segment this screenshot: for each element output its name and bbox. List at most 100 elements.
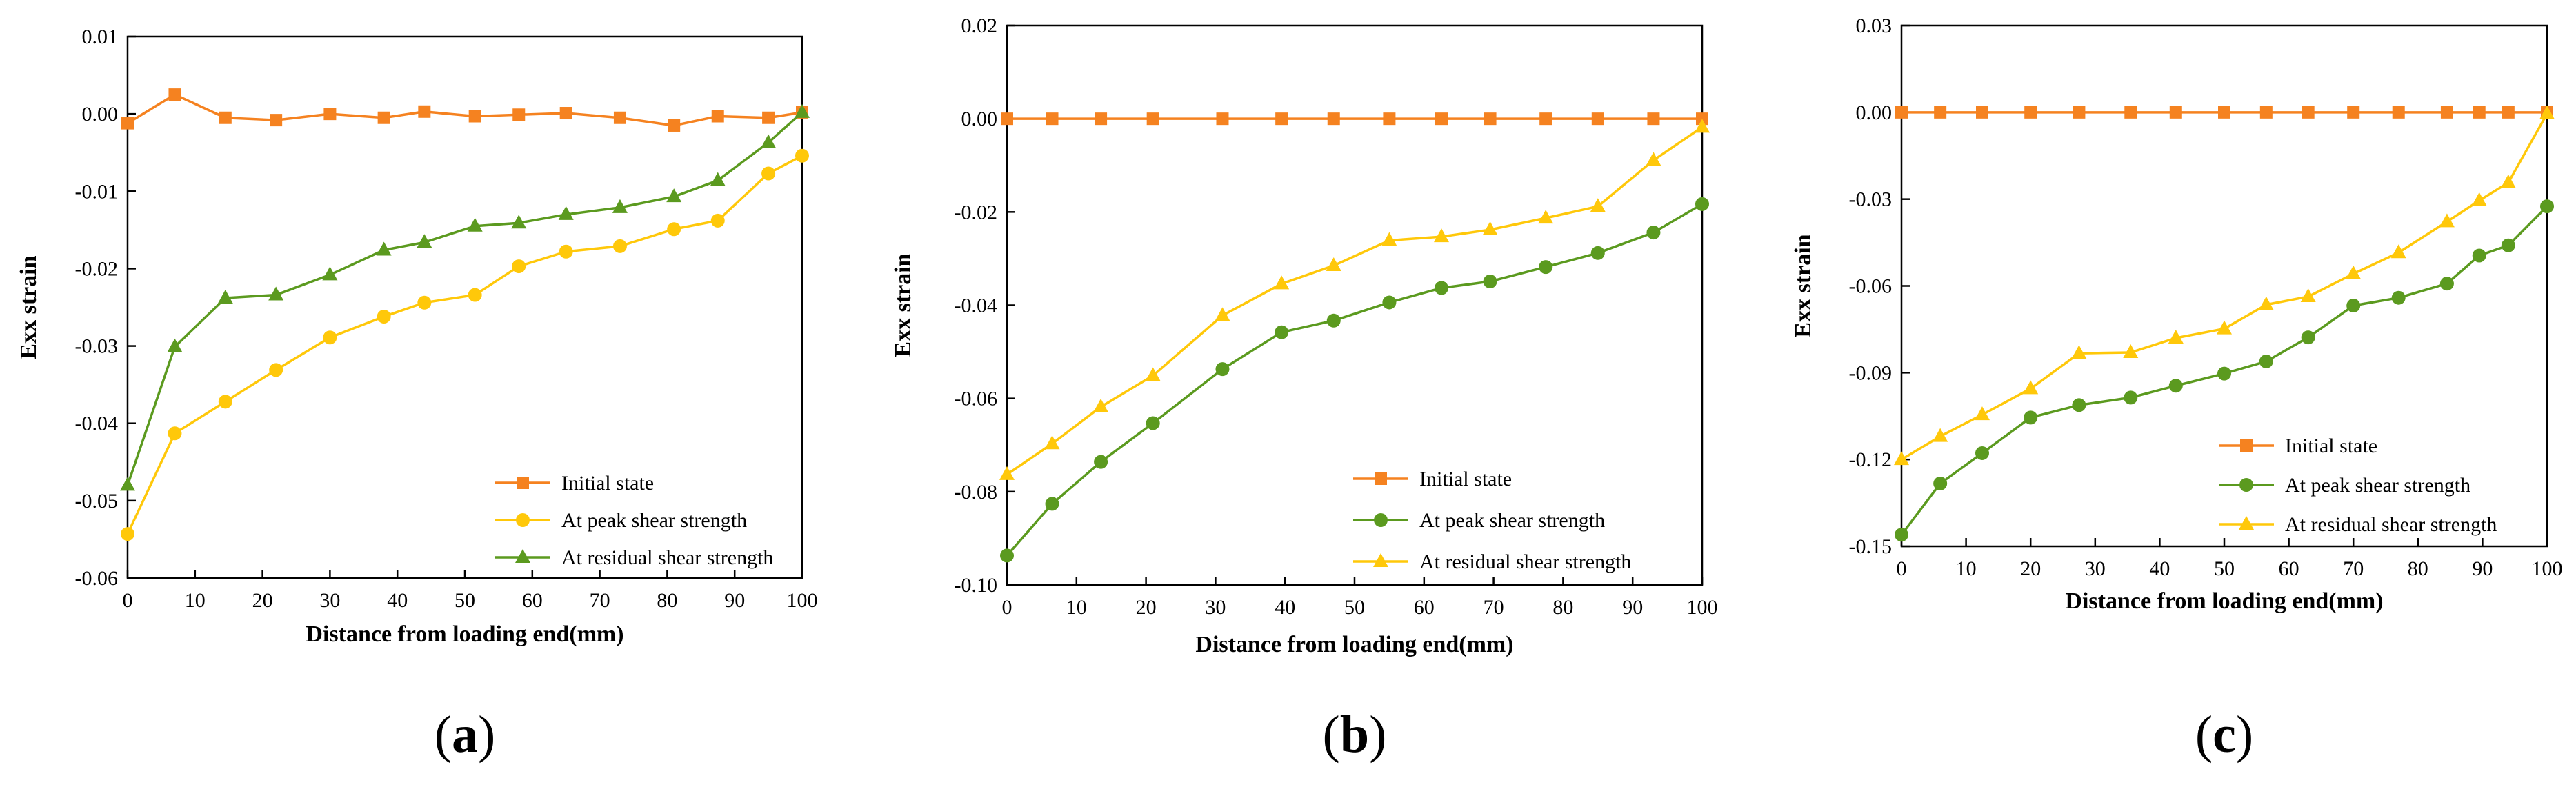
legend-marker	[515, 549, 530, 563]
y-axis-title: Exx strain	[890, 253, 916, 357]
legend-label: At peak shear strength	[561, 509, 747, 532]
data-point	[2440, 106, 2453, 119]
y-tick-label: 0.00	[82, 103, 119, 126]
y-tick-label: 0.00	[1856, 101, 1893, 124]
data-point	[2471, 192, 2487, 206]
x-tick-label: 90	[1622, 596, 1643, 619]
data-point	[322, 266, 338, 281]
y-tick-label: 0.00	[961, 108, 998, 130]
y-tick-label: -0.04	[955, 295, 998, 317]
legend-marker	[516, 513, 530, 527]
y-axis-title: Exx strain	[1790, 234, 1816, 337]
data-point	[1095, 112, 1108, 126]
y-tick-label: -0.15	[1849, 535, 1893, 558]
data-point	[2258, 296, 2274, 310]
legend-label: Initial state	[1419, 468, 1512, 490]
y-tick-label: -0.02	[955, 201, 998, 223]
series-at-peak-shear-strength	[1895, 199, 2554, 542]
data-point	[1484, 112, 1497, 126]
data-point	[2071, 345, 2087, 359]
data-point	[323, 108, 337, 121]
x-tick-label: 10	[185, 589, 206, 612]
series-initial-state	[1895, 106, 2553, 119]
data-point	[1434, 228, 1449, 243]
x-tick-label: 50	[2214, 557, 2235, 580]
y-tick-label: 0.01	[82, 26, 119, 48]
data-point	[2500, 174, 2516, 188]
x-tick-label: 30	[2085, 557, 2106, 580]
data-point	[2259, 106, 2273, 119]
legend-label: Initial state	[2285, 435, 2377, 457]
data-point	[2473, 106, 2486, 119]
data-point	[2301, 330, 2315, 345]
y-tick-label: 0.03	[1856, 14, 1893, 37]
y-tick-label: -0.04	[75, 412, 119, 435]
data-point	[120, 477, 135, 491]
x-tick-label: 100	[787, 589, 818, 612]
data-point	[1696, 112, 1708, 126]
y-tick-label: -0.09	[1849, 361, 1893, 384]
data-point	[1933, 476, 1948, 490]
x-tick-label: 0	[123, 589, 133, 612]
data-point	[1215, 307, 1230, 321]
x-tick-label: 0	[1897, 557, 1907, 580]
data-point	[377, 111, 390, 124]
data-point	[168, 426, 182, 441]
data-point	[1146, 416, 1160, 430]
y-tick-label: -0.06	[1849, 275, 1893, 298]
x-tick-label: 70	[2343, 557, 2364, 580]
y-tick-label: -0.12	[1849, 448, 1893, 471]
data-point	[2439, 277, 2454, 291]
y-tick-label: -0.03	[75, 335, 119, 358]
data-point	[467, 217, 483, 232]
y-tick-label: -0.02	[75, 257, 119, 280]
legend-marker	[1375, 472, 1387, 485]
x-tick-label: 40	[2149, 557, 2170, 580]
data-point	[1934, 106, 1947, 119]
data-point	[795, 103, 810, 118]
series-at-peak-shear-strength	[1000, 197, 1709, 563]
data-point	[559, 244, 573, 259]
legend-marker	[517, 477, 529, 489]
data-point	[2501, 238, 2515, 252]
data-point	[417, 295, 432, 310]
data-point	[1045, 497, 1059, 511]
x-tick-label: 90	[2472, 557, 2493, 580]
data-point	[512, 259, 526, 274]
x-tick-label: 100	[1687, 596, 1718, 619]
data-point	[1326, 313, 1341, 328]
x-tick-label: 0	[1002, 596, 1012, 619]
data-point	[168, 88, 181, 101]
data-point	[1001, 112, 1013, 126]
data-point	[417, 234, 432, 248]
data-point	[1435, 112, 1448, 126]
legend-marker	[2239, 478, 2253, 492]
data-point	[2472, 248, 2486, 263]
data-point	[1976, 106, 1988, 119]
data-point	[1482, 221, 1498, 236]
series-initial-state	[121, 88, 808, 132]
y-tick-label: -0.01	[75, 180, 119, 203]
x-tick-label: 50	[455, 589, 475, 612]
data-point	[1539, 112, 1552, 126]
data-point	[1975, 446, 1989, 460]
data-point	[1695, 197, 1709, 211]
x-tick-label: 10	[1066, 596, 1087, 619]
data-point	[2347, 106, 2360, 119]
data-point	[1435, 281, 1448, 295]
data-point	[1274, 275, 1290, 290]
x-tick-label: 100	[2532, 557, 2563, 580]
data-point	[512, 108, 526, 121]
data-point	[2390, 244, 2406, 259]
data-point	[2124, 390, 2138, 405]
series-at-residual-shear-strength	[120, 103, 810, 491]
data-point	[1647, 112, 1660, 126]
data-point	[1275, 112, 1288, 126]
y-tick-label: -0.05	[75, 490, 119, 513]
chart-panel-b: 0 10 20 30 40 50 60 70 80 90 100 -0.10 -0.08 -0.06 -0.…	[890, 14, 1718, 764]
data-point	[2169, 106, 2182, 119]
chart-panel-c: 0 10 20 30 40 50 60 70 80 90 100 -0.15 -0.12 -0.09 -0.…	[1790, 14, 2563, 764]
legend-label: At peak shear strength	[2285, 474, 2470, 497]
legend: Initial state At peak shear strength At re…	[495, 472, 773, 569]
